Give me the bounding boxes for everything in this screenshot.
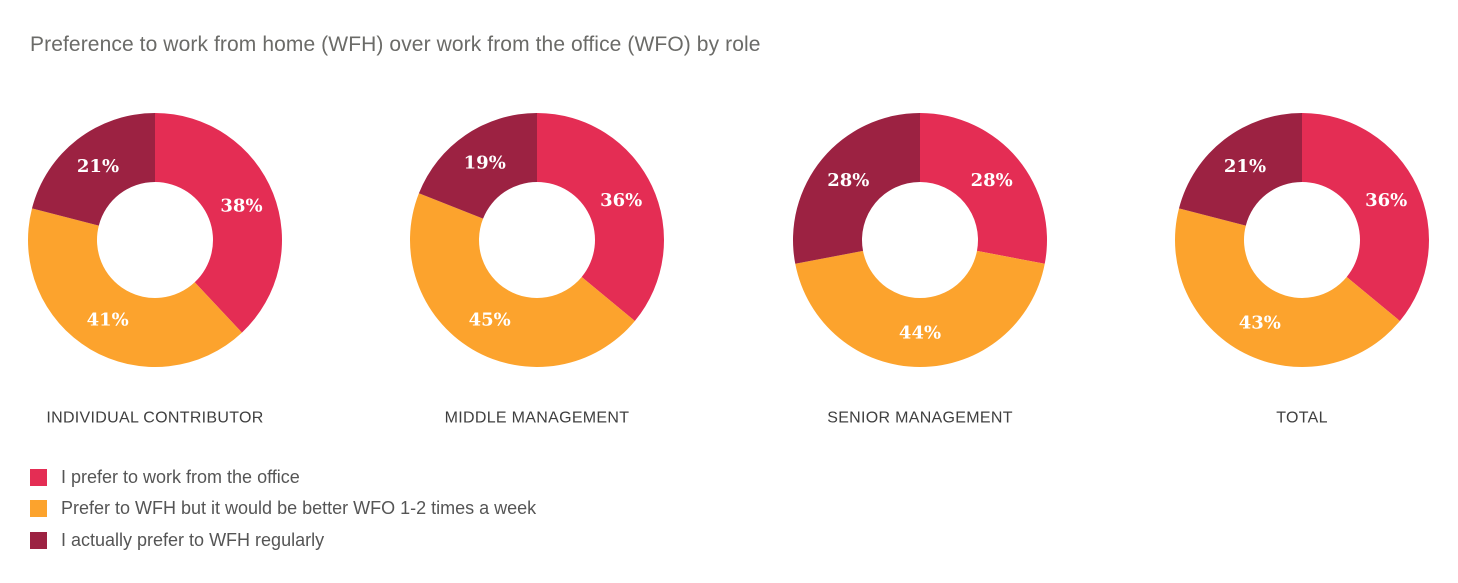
data-label-individual-contributor-office: 38%	[220, 195, 262, 216]
chart-title: Preference to work from home (WFH) over …	[30, 33, 761, 56]
slice-middle-management-office	[537, 113, 664, 321]
legend-label-hybrid: Prefer to WFH but it would be better WFO…	[61, 498, 537, 518]
slice-total-office	[1302, 113, 1429, 321]
data-label-total-wfh: 21%	[1224, 156, 1266, 177]
donut-total: 36% 43% 21% TOTAL	[1175, 113, 1429, 427]
category-label-total: TOTAL	[1276, 410, 1328, 427]
slice-total-wfh	[1178, 113, 1302, 226]
donut-individual-contributor: 38% 41% 21% INDIVIDUAL CONTRIBUTOR	[27, 113, 283, 427]
data-label-individual-contributor-hybrid: 41%	[87, 310, 129, 331]
donut-middle-management: 36% 45% 19% MIDDLE MANAGEMENT	[410, 112, 664, 427]
donut-senior-management: 28% 44% 28% SENIOR MANAGEMENT	[793, 113, 1047, 427]
legend-item-wfh: I actually prefer to WFH regularly	[30, 529, 536, 551]
slice-individual-contributor-office	[155, 113, 283, 333]
slice-individual-contributor-hybrid	[27, 208, 242, 367]
data-label-senior-management-office: 28%	[971, 170, 1013, 191]
legend-swatch-wfh	[30, 531, 47, 549]
legend-item-hybrid: Prefer to WFH but it would be better WFO…	[30, 498, 536, 520]
data-label-total-office: 36%	[1365, 190, 1407, 211]
slice-total-hybrid	[1175, 208, 1400, 368]
data-label-middle-management-wfh: 19%	[464, 153, 506, 174]
slice-senior-management-hybrid	[795, 250, 1045, 367]
slice-senior-management-wfh	[793, 113, 920, 264]
data-label-senior-management-wfh: 28%	[827, 170, 869, 191]
legend-label-office: I prefer to work from the office	[61, 466, 300, 487]
data-label-middle-management-office: 36%	[600, 190, 642, 211]
legend-label-wfh: I actually prefer to WFH regularly	[61, 529, 325, 550]
data-label-total-hybrid: 43%	[1239, 312, 1281, 333]
legend-swatch-hybrid	[30, 500, 47, 517]
slice-individual-contributor-wfh	[31, 113, 156, 226]
category-label-senior-management: SENIOR MANAGEMENT	[827, 410, 1013, 427]
slice-senior-management-office	[920, 113, 1047, 264]
category-label-individual-contributor: INDIVIDUAL CONTRIBUTOR	[46, 410, 263, 427]
slice-middle-management-wfh	[418, 112, 537, 219]
donut-charts: 38% 41% 21% INDIVIDUAL CONTRIBUTOR 36% 45% 19%…	[27, 112, 1429, 427]
slice-middle-management-hybrid	[410, 193, 635, 367]
legend: I prefer to work from the office Prefer …	[30, 466, 536, 561]
data-label-senior-management-hybrid: 44%	[899, 323, 941, 344]
data-label-individual-contributor-wfh: 21%	[77, 156, 119, 177]
data-label-middle-management-hybrid: 45%	[469, 310, 511, 331]
legend-item-office: I prefer to work from the office	[30, 466, 536, 488]
legend-swatch-office	[30, 468, 47, 486]
category-label-middle-management: MIDDLE MANAGEMENT	[445, 410, 630, 427]
